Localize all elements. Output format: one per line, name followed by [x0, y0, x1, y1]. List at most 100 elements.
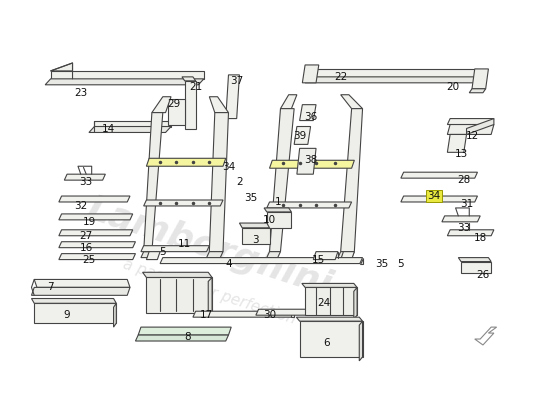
Text: 31: 31 — [460, 199, 473, 209]
Text: 15: 15 — [312, 254, 326, 264]
Polygon shape — [447, 134, 466, 152]
Polygon shape — [340, 95, 362, 109]
Polygon shape — [242, 228, 270, 244]
Text: 27: 27 — [80, 231, 93, 241]
Text: 23: 23 — [74, 88, 87, 98]
Polygon shape — [302, 284, 357, 287]
Text: 11: 11 — [178, 239, 191, 249]
Text: 29: 29 — [167, 99, 180, 109]
Polygon shape — [296, 317, 362, 321]
Polygon shape — [447, 230, 494, 236]
Polygon shape — [182, 77, 196, 81]
Polygon shape — [207, 252, 223, 258]
Polygon shape — [152, 97, 171, 113]
Polygon shape — [59, 214, 133, 220]
Polygon shape — [401, 172, 477, 178]
Polygon shape — [59, 196, 130, 202]
Text: 5: 5 — [160, 247, 166, 257]
Polygon shape — [95, 120, 171, 126]
Polygon shape — [458, 258, 491, 262]
Text: 12: 12 — [465, 132, 478, 142]
Text: 34: 34 — [222, 162, 235, 172]
Text: 1: 1 — [274, 197, 281, 207]
Polygon shape — [354, 287, 357, 319]
Polygon shape — [34, 280, 130, 287]
Polygon shape — [267, 202, 351, 208]
Polygon shape — [314, 252, 338, 260]
Polygon shape — [45, 79, 204, 85]
Polygon shape — [59, 254, 135, 260]
Polygon shape — [270, 160, 354, 168]
Text: 10: 10 — [263, 215, 276, 225]
Polygon shape — [210, 113, 228, 252]
Polygon shape — [340, 109, 362, 252]
Text: 18: 18 — [474, 233, 487, 243]
Polygon shape — [31, 298, 116, 303]
Text: 33: 33 — [457, 223, 470, 233]
Polygon shape — [305, 77, 477, 83]
Polygon shape — [239, 223, 270, 228]
Polygon shape — [297, 148, 316, 174]
Polygon shape — [300, 105, 316, 120]
Polygon shape — [264, 208, 292, 212]
Polygon shape — [447, 124, 494, 134]
Text: 34: 34 — [427, 191, 441, 201]
Polygon shape — [146, 278, 212, 313]
Polygon shape — [168, 99, 185, 124]
Polygon shape — [340, 252, 354, 260]
Polygon shape — [138, 327, 231, 335]
Text: 16: 16 — [80, 243, 93, 253]
Text: 6: 6 — [323, 338, 331, 348]
Text: 14: 14 — [101, 124, 115, 134]
Polygon shape — [360, 258, 362, 264]
Text: Lamborghini: Lamborghini — [82, 192, 336, 303]
Text: 35: 35 — [244, 193, 257, 203]
Polygon shape — [267, 252, 280, 258]
Text: 3: 3 — [252, 235, 259, 245]
Polygon shape — [442, 216, 480, 222]
Text: 2: 2 — [236, 177, 243, 187]
Text: 39: 39 — [293, 132, 306, 142]
Polygon shape — [141, 252, 152, 258]
Text: a passion for perfection: a passion for perfection — [121, 256, 298, 326]
Text: 5: 5 — [398, 258, 404, 268]
Polygon shape — [308, 69, 477, 77]
Text: 13: 13 — [454, 149, 467, 159]
Polygon shape — [135, 335, 228, 341]
Polygon shape — [59, 230, 133, 236]
Polygon shape — [51, 71, 204, 79]
Polygon shape — [51, 63, 73, 71]
Polygon shape — [401, 196, 477, 202]
Polygon shape — [226, 75, 239, 118]
Text: 35: 35 — [375, 258, 388, 268]
Text: 38: 38 — [304, 155, 317, 165]
Polygon shape — [146, 158, 226, 166]
Polygon shape — [141, 246, 210, 252]
Polygon shape — [300, 321, 362, 357]
Polygon shape — [280, 95, 297, 109]
Polygon shape — [327, 309, 338, 315]
Text: 28: 28 — [457, 175, 470, 185]
Polygon shape — [256, 309, 329, 315]
Text: 19: 19 — [82, 217, 96, 227]
Polygon shape — [292, 311, 294, 317]
Text: 25: 25 — [82, 254, 96, 264]
Polygon shape — [475, 327, 497, 345]
Polygon shape — [469, 89, 486, 93]
Polygon shape — [210, 97, 228, 113]
Polygon shape — [59, 242, 135, 248]
Polygon shape — [461, 262, 491, 274]
Text: 36: 36 — [304, 112, 317, 122]
Polygon shape — [466, 118, 494, 134]
Polygon shape — [113, 303, 116, 327]
Polygon shape — [447, 118, 494, 124]
Polygon shape — [89, 126, 171, 132]
Text: 33: 33 — [80, 177, 93, 187]
Polygon shape — [193, 311, 294, 317]
Polygon shape — [185, 81, 196, 128]
Polygon shape — [305, 287, 357, 315]
Text: 17: 17 — [200, 310, 213, 320]
Polygon shape — [160, 258, 362, 264]
Polygon shape — [34, 303, 116, 323]
Polygon shape — [208, 278, 212, 317]
